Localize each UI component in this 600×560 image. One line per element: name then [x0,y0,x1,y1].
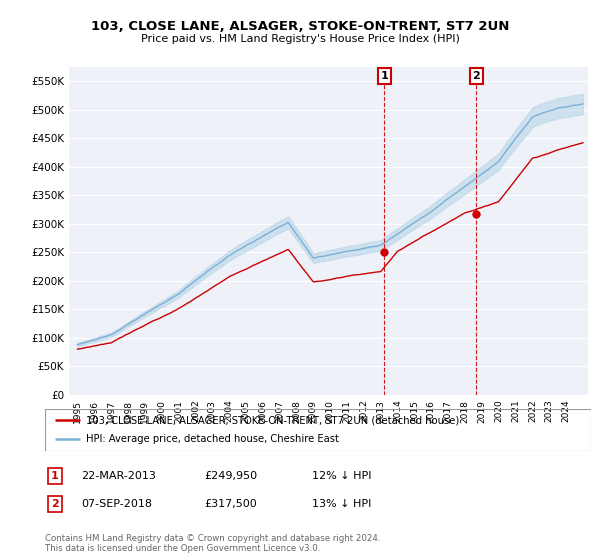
Text: 2: 2 [473,71,481,81]
Text: 1: 1 [380,71,388,81]
Text: 12% ↓ HPI: 12% ↓ HPI [312,471,371,481]
Text: 13% ↓ HPI: 13% ↓ HPI [312,499,371,509]
Text: 103, CLOSE LANE, ALSAGER, STOKE-ON-TRENT, ST7 2UN: 103, CLOSE LANE, ALSAGER, STOKE-ON-TRENT… [91,20,509,32]
Text: Price paid vs. HM Land Registry's House Price Index (HPI): Price paid vs. HM Land Registry's House … [140,34,460,44]
Text: Contains HM Land Registry data © Crown copyright and database right 2024.
This d: Contains HM Land Registry data © Crown c… [45,534,380,553]
Text: £249,950: £249,950 [204,471,257,481]
Text: 07-SEP-2018: 07-SEP-2018 [81,499,152,509]
Text: 22-MAR-2013: 22-MAR-2013 [81,471,156,481]
Text: 1: 1 [51,471,59,481]
Text: 103, CLOSE LANE, ALSAGER, STOKE-ON-TRENT, ST7 2UN (detached house): 103, CLOSE LANE, ALSAGER, STOKE-ON-TRENT… [86,415,459,425]
Text: £317,500: £317,500 [204,499,257,509]
Text: 2: 2 [51,499,59,509]
Text: HPI: Average price, detached house, Cheshire East: HPI: Average price, detached house, Ches… [86,435,339,445]
